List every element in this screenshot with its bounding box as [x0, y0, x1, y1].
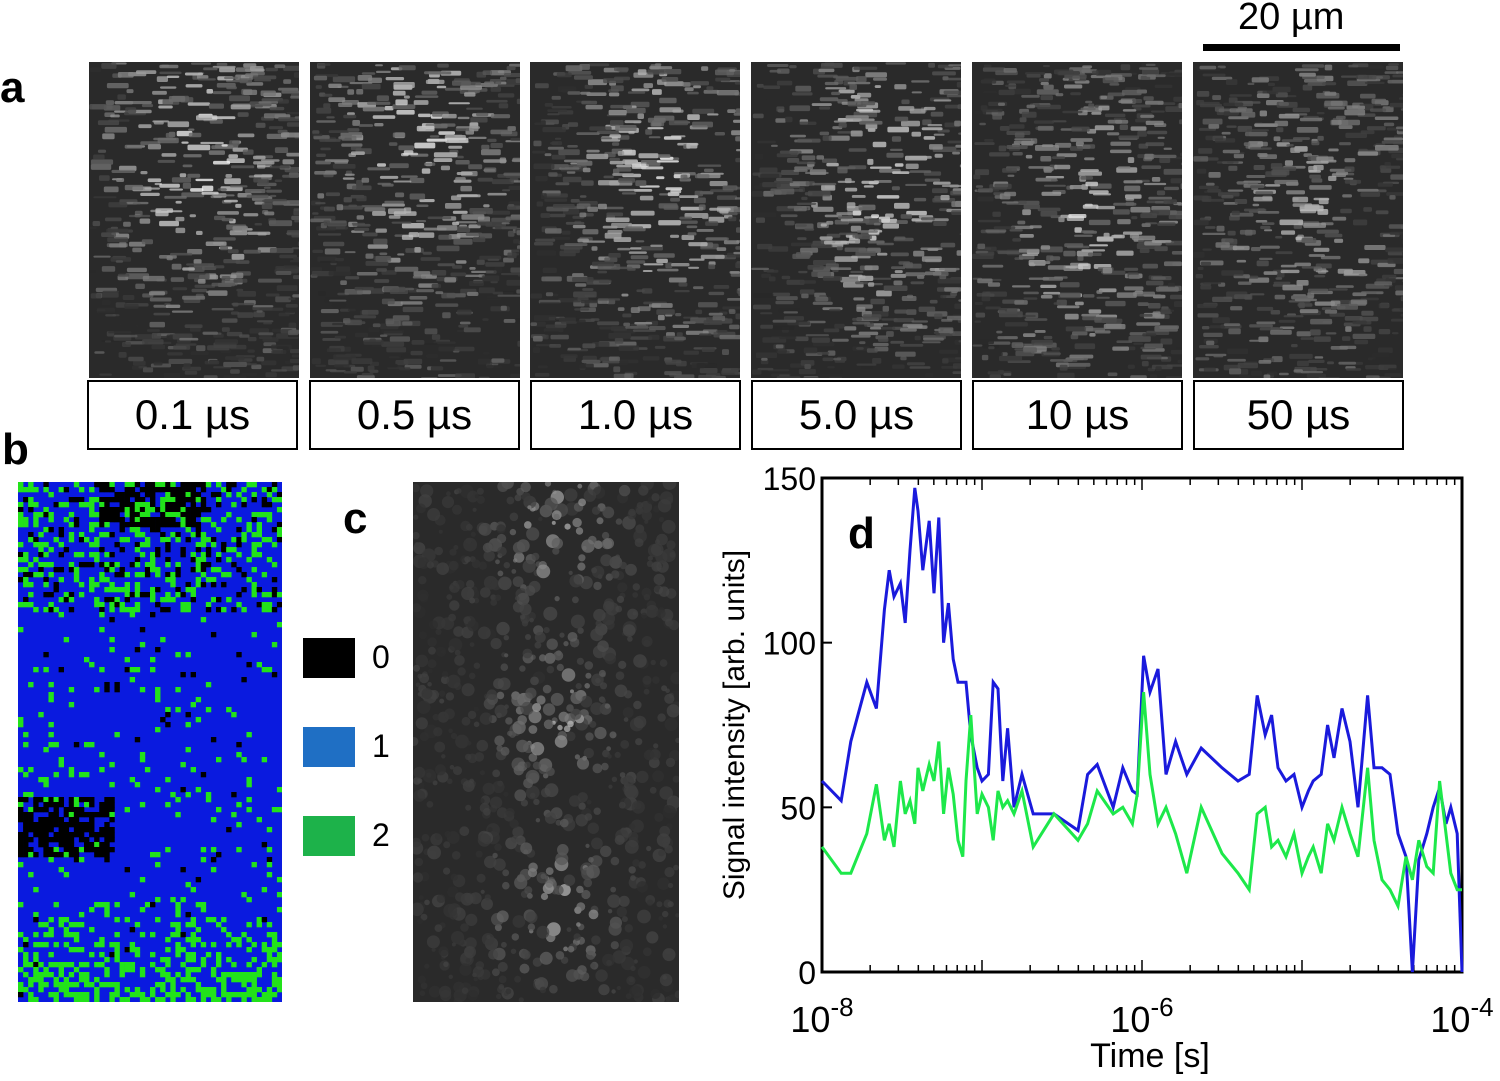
- fluorescence-image: [413, 482, 679, 1002]
- microscopy-frame: [972, 62, 1182, 378]
- scale-bar-label: 20 µm: [1238, 0, 1344, 39]
- time-label: 1.0 µs: [530, 380, 741, 450]
- x-tick-label: 10-6: [1110, 992, 1173, 1040]
- panel-label-c: c: [343, 497, 367, 541]
- y-tick-label: 0: [798, 955, 816, 991]
- time-label: 0.5 µs: [309, 380, 520, 450]
- time-label: 10 µs: [972, 380, 1183, 450]
- time-label: 5.0 µs: [751, 380, 962, 450]
- y-tick-label: 50: [780, 790, 816, 826]
- y-axis-label: Signal intensity [arb. units]: [718, 550, 751, 900]
- panel-label-d: d: [848, 509, 875, 558]
- microscopy-frame: [1193, 62, 1403, 378]
- panel-label-a: a: [0, 66, 24, 110]
- microscopy-frame: [530, 62, 740, 378]
- x-tick-label: 10-8: [790, 992, 853, 1040]
- panel-label-b: b: [2, 428, 29, 472]
- time-label: 0.1 µs: [87, 380, 298, 450]
- legend-swatch: [303, 638, 355, 678]
- y-tick-label: 100: [763, 626, 816, 662]
- legend-swatch: [303, 816, 355, 856]
- y-tick-label: 150: [763, 461, 816, 497]
- legend-label: 2: [372, 817, 390, 854]
- state-map: [18, 482, 282, 1002]
- microscopy-frame: [89, 62, 299, 378]
- scale-bar: [1203, 44, 1400, 51]
- x-tick-label: 10-4: [1430, 992, 1493, 1040]
- microscopy-frame: [310, 62, 520, 378]
- microscopy-frame: [751, 62, 961, 378]
- state-map-image: [18, 482, 282, 1002]
- legend-swatch: [303, 727, 355, 767]
- fluorescence-image-texture: [413, 482, 679, 1002]
- x-axis-label: Time [s]: [1090, 1037, 1210, 1075]
- signal-chart: d 0 50 100 150 10-8 10-6 10-4 Time [s] Signal int…: [700, 450, 1500, 1076]
- legend-label: 1: [372, 728, 390, 765]
- time-label: 50 µs: [1193, 380, 1404, 450]
- legend-label: 0: [372, 639, 390, 676]
